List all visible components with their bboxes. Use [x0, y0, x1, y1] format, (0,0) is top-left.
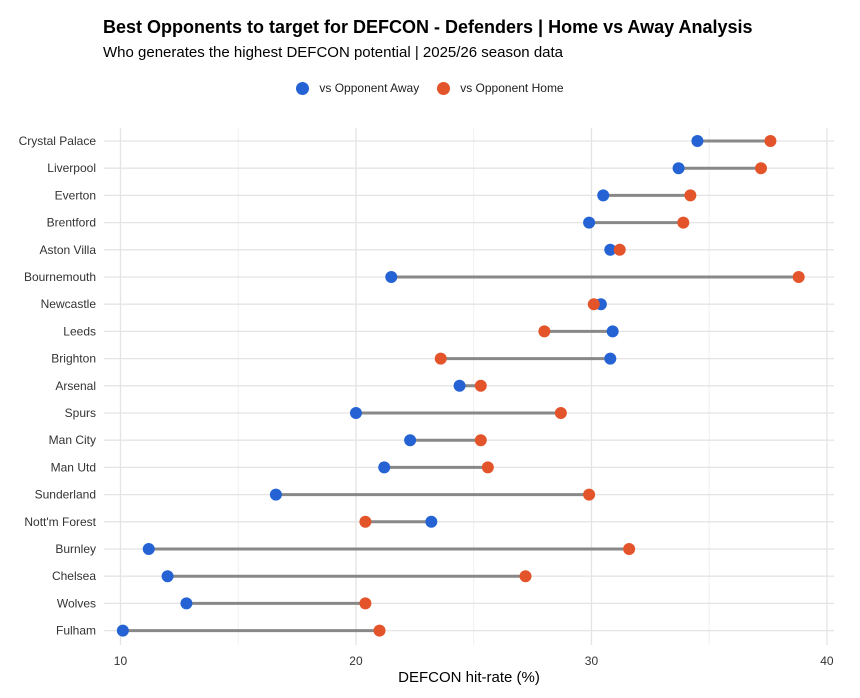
point-home [755, 162, 767, 175]
y-tick-label: Brentford [47, 216, 96, 230]
legend-dot-away [296, 81, 310, 95]
y-tick-label: Brighton [51, 352, 96, 366]
point-away [385, 271, 398, 283]
point-home [474, 379, 487, 392]
point-home [359, 515, 372, 528]
point-away [604, 352, 617, 365]
y-tick-label: Newcastle [41, 297, 97, 311]
point-layer [116, 135, 805, 637]
point-away [116, 624, 129, 637]
x-tick-label: 30 [585, 654, 599, 668]
point-away [604, 243, 617, 256]
legend-label-away: vs Opponent Away [319, 81, 420, 95]
point-home [623, 543, 636, 555]
y-tick-label: Liverpool [47, 161, 96, 175]
point-home [587, 298, 600, 311]
point-away [349, 407, 362, 419]
chart-subtitle: Who generates the highest DEFCON potenti… [103, 44, 564, 61]
point-home [481, 461, 494, 474]
y-tick-label: Man Utd [51, 460, 96, 474]
chart-title: Best Opponents to target for DEFCON - De… [103, 17, 753, 37]
point-home [359, 597, 372, 610]
point-away [691, 135, 704, 147]
y-tick-label: Sunderland [35, 488, 96, 502]
point-away [606, 325, 619, 338]
point-away [404, 434, 417, 447]
y-tick-label: Wolves [57, 596, 96, 610]
y-tick-label: Man City [49, 433, 96, 447]
y-tick-label: Nott'm Forest [24, 515, 96, 529]
point-home [677, 216, 690, 229]
y-tick-label: Chelsea [52, 569, 96, 583]
connector-layer [122, 139, 799, 633]
y-tick-label: Leeds [63, 324, 96, 338]
point-away [142, 543, 155, 555]
point-away [180, 597, 193, 610]
x-tick-label: 10 [114, 654, 128, 668]
x-tick-label: 20 [349, 654, 363, 668]
y-tick-label: Arsenal [55, 379, 96, 393]
point-home [519, 570, 532, 583]
y-tick-label: Spurs [65, 406, 96, 420]
legend: vs Opponent Away vs Opponent Home [0, 81, 860, 95]
y-tick-label: Fulham [56, 624, 96, 638]
legend-item-away: vs Opponent Away [296, 81, 419, 95]
point-away [269, 488, 282, 501]
point-away [161, 570, 174, 583]
point-away [583, 216, 596, 229]
legend-item-home: vs Opponent Home [437, 81, 564, 95]
point-home [373, 624, 386, 637]
x-tick-label: 40 [820, 654, 834, 668]
point-away [453, 379, 466, 392]
legend-label-home: vs Opponent Home [460, 81, 564, 95]
y-tick-label: Burnley [55, 542, 96, 556]
point-home [764, 135, 777, 147]
y-tick-label: Aston Villa [40, 243, 97, 257]
point-away [672, 162, 685, 175]
y-tick-label: Crystal Palace [19, 134, 97, 148]
point-away [378, 461, 391, 474]
point-away [425, 515, 438, 528]
legend-dot-home [437, 81, 451, 95]
point-home [538, 325, 551, 338]
point-home [474, 434, 487, 447]
point-away [597, 189, 610, 202]
point-home [434, 352, 447, 365]
y-tick-label: Everton [55, 188, 96, 202]
point-home [554, 407, 567, 419]
point-home [613, 243, 626, 256]
point-home [583, 488, 596, 501]
point-home [684, 189, 697, 202]
y-tick-layer: Crystal Palace Liverpool Everton Brentford A… [19, 134, 97, 638]
x-tick-layer: 10 20 30 40 [114, 654, 834, 668]
x-axis-label: DEFCON hit-rate (%) [398, 669, 540, 686]
point-home [792, 271, 805, 283]
y-tick-label: Bournemouth [24, 270, 96, 284]
